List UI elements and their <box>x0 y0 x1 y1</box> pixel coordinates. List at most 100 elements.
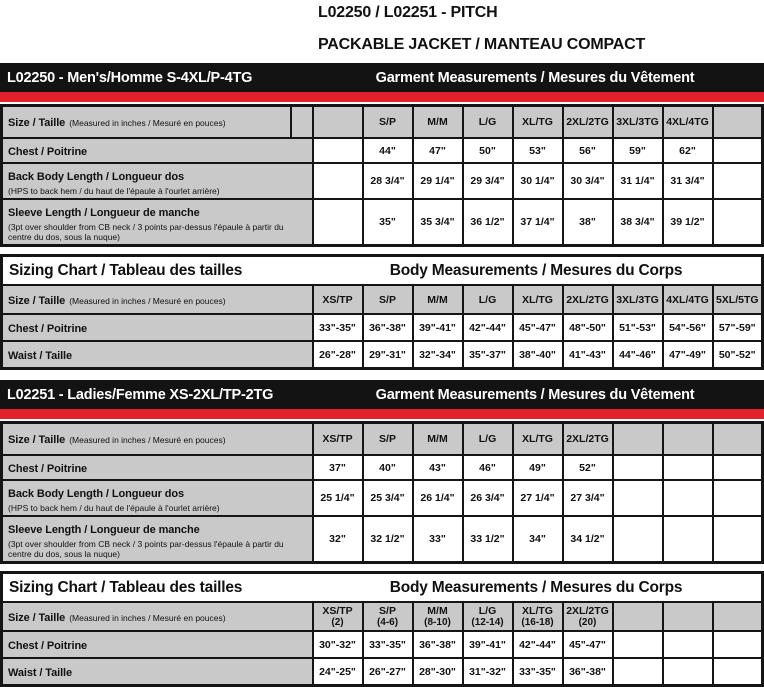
mens-section: L02250 - Men's/Homme S-4XL/P-4TG Garment … <box>0 63 764 370</box>
value-cell: 25 1/4" <box>311 479 364 517</box>
value-cell: 32" <box>311 515 364 564</box>
value-cell: 48"-50" <box>561 313 614 342</box>
value-cell: 62" <box>661 137 714 164</box>
size-row-label-cell: Size / Taille (Measured in inches / Mesur… <box>0 104 292 139</box>
banner-measurement-label: Garment Measurements / Mesures du Vêteme… <box>375 386 695 403</box>
size-row-label: Size / Taille <box>8 294 66 307</box>
row-label-cell: Chest / Poitrine <box>0 313 314 342</box>
body-measurements-table: Sizing Chart / Tableau des tailles Body M… <box>0 254 764 370</box>
value-cell <box>611 479 664 517</box>
measurement-row: Back Body Length / Longueur dos (HPS to b… <box>0 162 764 200</box>
size-header-cell: 5XL/5TG <box>711 284 764 315</box>
size-header-cell: L/G <box>461 104 514 139</box>
page-title-line1: L02250 / L02251 - PITCH <box>318 4 498 21</box>
size-header-number-range: (4-6) <box>376 617 399 628</box>
size-header-cell: S/P <box>361 104 414 139</box>
size-header-cell: M/M <box>411 284 464 315</box>
value-cell: 36 1/2" <box>461 198 514 247</box>
value-cell <box>711 454 764 481</box>
spacer-header-cell <box>289 104 314 139</box>
value-cell: 42"-44" <box>461 313 514 342</box>
size-header-cell: M/M <box>411 421 464 456</box>
size-row-label-cell: Size / Taille (Measured in inches / Mesur… <box>0 421 314 456</box>
value-cell: 40" <box>361 454 414 481</box>
row-label: Waist / Taille <box>8 666 73 679</box>
value-cell <box>661 454 714 481</box>
value-cell: 44"-46" <box>611 340 664 370</box>
ladies-section: L02251 - Ladies/Femme XS-2XL/TP-2TG Garme… <box>0 380 764 687</box>
size-header-cell: 4XL/4TG <box>661 284 714 315</box>
value-cell <box>661 630 714 659</box>
measurement-row: Waist / Taille 24"-25" 26"-27" 28"-30" 31"-3… <box>0 657 764 687</box>
size-header-cell: 3XL/3TG <box>611 284 664 315</box>
row-label-cell: Sleeve Length / Longueur de manche (3pt o… <box>0 515 314 564</box>
value-cell <box>611 657 664 687</box>
value-cell: 44" <box>361 137 414 164</box>
size-header-name: M/M <box>427 605 448 617</box>
row-label-cell: Waist / Taille <box>0 657 314 687</box>
size-header-cell <box>711 104 764 139</box>
value-cell: 45"-47" <box>511 313 564 342</box>
size-header-cell: L/G (12-14) <box>461 601 514 632</box>
size-header-cell <box>711 601 764 632</box>
size-row-note: (Measured in inches / Mesuré en pouces) <box>69 295 226 306</box>
size-header-name: S/P <box>379 605 396 617</box>
value-cell: 26"-27" <box>361 657 414 687</box>
value-cell <box>711 657 764 687</box>
value-cell: 59" <box>611 137 664 164</box>
size-row-label: Size / Taille <box>8 611 66 624</box>
value-cell <box>711 479 764 517</box>
row-label-note: (3pt over shoulder from CB neck / 3 poin… <box>8 221 284 242</box>
row-label-cell: Waist / Taille <box>0 340 314 370</box>
row-label-note: (HPS to back hem / du haut de l'épaule à… <box>8 185 220 196</box>
value-cell: 26 1/4" <box>411 479 464 517</box>
value-cell: 49" <box>511 454 564 481</box>
value-cell <box>311 162 364 200</box>
body-measurements-title: Body Measurements / Mesures du Corps <box>389 261 683 279</box>
value-cell <box>611 630 664 659</box>
value-cell <box>711 198 764 247</box>
value-cell: 29 1/4" <box>411 162 464 200</box>
value-cell: 32"-34" <box>411 340 464 370</box>
size-header-number-range: (12-14) <box>471 617 504 628</box>
value-cell: 45"-47" <box>561 630 614 659</box>
value-cell: 33"-35" <box>511 657 564 687</box>
value-cell: 30"-32" <box>311 630 364 659</box>
value-cell: 30 3/4" <box>561 162 614 200</box>
value-cell <box>311 137 364 164</box>
size-header-name: 2XL/2TG <box>566 605 609 617</box>
measurement-row: Chest / Poitrine 44" 47" 50" 53" 56" 59" 62" <box>0 137 764 164</box>
value-cell: 31"-32" <box>461 657 514 687</box>
measurement-row: Chest / Poitrine 33"-35" 36"-38" 39"-41" 42"… <box>0 313 764 342</box>
size-header-cell: 4XL/4TG <box>661 104 714 139</box>
size-header-number-range: (2) <box>331 617 344 628</box>
value-cell <box>611 454 664 481</box>
value-cell: 26"-28" <box>311 340 364 370</box>
size-row-label-cell: Size / Taille (Measured in inches / Mesur… <box>0 601 314 632</box>
measurement-row: Chest / Poitrine 30"-32" 33"-35" 36"-38" 39"… <box>0 630 764 659</box>
value-cell: 31 1/4" <box>611 162 664 200</box>
value-cell: 53" <box>511 137 564 164</box>
value-cell: 35 3/4" <box>411 198 464 247</box>
value-cell <box>661 657 714 687</box>
size-header-cell: XL/TG (16-18) <box>511 601 564 632</box>
row-label-cell: Chest / Poitrine <box>0 137 314 164</box>
measurement-row: Chest / Poitrine 37" 40" 43" 46" 49" 52" <box>0 454 764 481</box>
row-label: Chest / Poitrine <box>8 639 88 652</box>
size-header-cell: XS/TP <box>311 421 364 456</box>
row-label: Chest / Poitrine <box>8 322 88 335</box>
size-header-cell <box>711 421 764 456</box>
value-cell: 33 1/2" <box>461 515 514 564</box>
value-cell <box>611 515 664 564</box>
value-cell: 46" <box>461 454 514 481</box>
size-header-number-range: (8-10) <box>424 617 451 628</box>
value-cell: 35" <box>361 198 414 247</box>
size-header-cell: 2XL/2TG <box>561 104 614 139</box>
value-cell: 47" <box>411 137 464 164</box>
size-header-name: L/G <box>478 605 497 617</box>
value-cell: 34" <box>511 515 564 564</box>
size-header-cell: XL/TG <box>511 104 564 139</box>
banner-product-label: L02251 - Ladies/Femme XS-2XL/TP-2TG <box>7 386 274 403</box>
value-cell: 51"-53" <box>611 313 664 342</box>
value-cell: 47"-49" <box>661 340 714 370</box>
